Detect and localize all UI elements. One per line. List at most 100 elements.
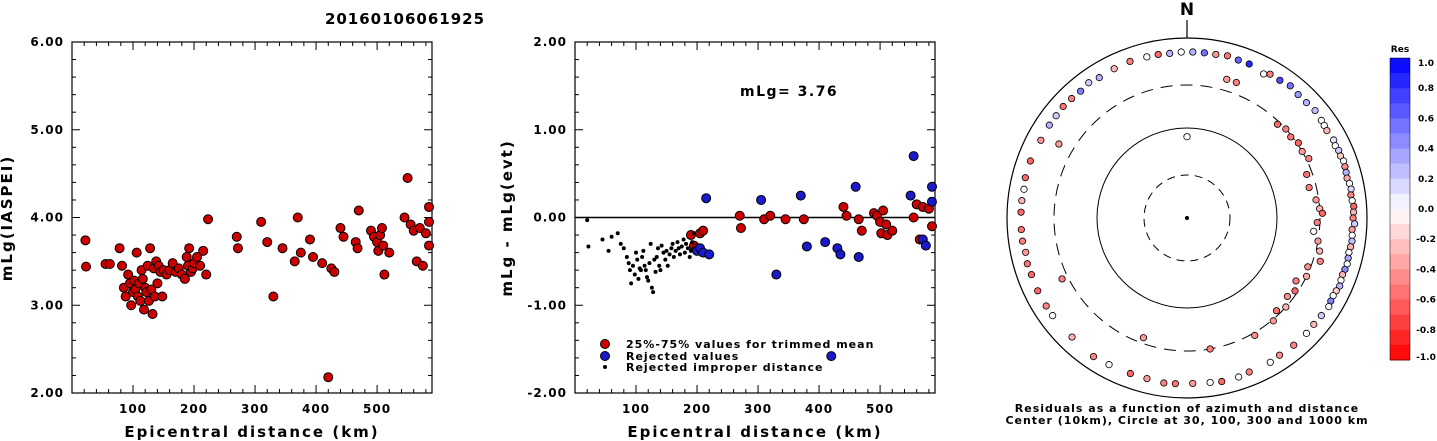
x-tick-label: 200	[683, 402, 711, 416]
data-point	[379, 269, 390, 280]
data-point	[734, 210, 745, 221]
colorbar-cell	[1390, 299, 1410, 316]
residual-point	[1312, 196, 1320, 204]
legend-label-rejected: Rejected values	[626, 350, 739, 363]
data-point	[417, 260, 428, 271]
data-point	[323, 372, 334, 383]
panel-azimuth-residuals: N Residuals as a function of azimuth and…	[1005, 0, 1368, 427]
colorbar-cell	[1390, 178, 1410, 195]
residual-point	[1085, 79, 1093, 87]
residual-point	[1052, 112, 1060, 120]
data-point	[621, 246, 626, 251]
x-tick-label: 200	[180, 402, 208, 416]
data-point	[657, 263, 662, 268]
colorbar-cell	[1390, 103, 1410, 119]
data-point	[352, 243, 363, 254]
data-point	[424, 240, 434, 251]
data-point	[642, 263, 647, 268]
data-point	[104, 259, 115, 270]
data-point	[687, 254, 692, 259]
data-point	[647, 261, 652, 266]
data-point	[645, 275, 649, 280]
data-point	[661, 250, 666, 255]
residual-point	[1337, 276, 1345, 284]
residual-point	[1350, 202, 1358, 210]
residual-point	[1189, 379, 1197, 388]
colorbar-cell	[1390, 344, 1410, 361]
panel-magnitude-vs-distance: Epicentral distance (km) mLg(IASPEI) 100…	[0, 35, 434, 441]
y-tick-label: 6.00	[30, 35, 64, 49]
data-point	[618, 241, 623, 246]
residual-point	[1282, 125, 1290, 133]
data-point	[424, 201, 434, 212]
data-point	[701, 193, 712, 204]
data-point	[780, 214, 791, 225]
residual-point	[1260, 70, 1268, 78]
colorbar-frame	[1389, 57, 1411, 361]
data-point	[908, 212, 919, 223]
data-point	[798, 214, 809, 225]
data-point	[659, 243, 664, 248]
data-point	[638, 268, 643, 273]
data-point	[292, 212, 303, 223]
residual-point	[1021, 174, 1029, 182]
data-point	[152, 278, 163, 289]
data-point	[795, 190, 806, 201]
y-tick-label: -1.00	[527, 298, 567, 312]
data-point	[629, 281, 634, 286]
legend-marker-improper	[603, 365, 607, 369]
residual-point	[1045, 121, 1053, 129]
residual-point	[1143, 374, 1151, 383]
colorbar-cell	[1390, 73, 1410, 89]
x-tick-label: 400	[302, 402, 330, 416]
residual-point	[1304, 263, 1312, 271]
residual-point	[1206, 378, 1214, 387]
x-tick-label: 400	[805, 402, 833, 416]
data-point	[654, 254, 659, 259]
residual-point	[1275, 351, 1284, 359]
colorbar-cell	[1390, 254, 1410, 270]
residual-point	[1316, 247, 1324, 255]
data-point	[653, 269, 658, 274]
data-point	[384, 247, 395, 258]
data-point	[600, 237, 605, 242]
y-tick-label: 1.00	[533, 123, 567, 137]
x-tick-label: 100	[119, 402, 147, 416]
data-point	[131, 247, 142, 258]
data-point	[878, 205, 889, 216]
data-point	[195, 260, 206, 271]
data-point	[192, 251, 203, 262]
data-point	[376, 223, 387, 234]
data-point	[688, 248, 693, 253]
colorbar-cell	[1390, 133, 1410, 150]
legend-marker-rejected	[600, 351, 610, 361]
colorbar-cell	[1390, 193, 1410, 210]
data-point	[853, 214, 864, 225]
residual-point	[1291, 287, 1299, 295]
residual-point	[1095, 74, 1103, 82]
data-point	[277, 243, 288, 254]
data-point	[137, 273, 148, 284]
data-point	[420, 228, 431, 239]
colorbar-tick-label: -0.8	[1416, 326, 1436, 336]
residual-point	[1042, 302, 1050, 310]
residual-point	[1077, 87, 1085, 95]
colorbar-cell	[1390, 88, 1410, 104]
residual-point	[1020, 185, 1028, 193]
legend-marker-accepted	[600, 339, 610, 349]
colorbar: Res 1.0 0.8 0.6 0.4 0.2 0.0 -0.2 -0.4 -0.6 -0.8 -1…	[1389, 45, 1436, 363]
colorbar-tick-label: 0.6	[1418, 114, 1434, 124]
data-point	[624, 254, 629, 259]
data-point	[771, 269, 782, 280]
residual-point	[1302, 272, 1311, 280]
data-point	[756, 194, 767, 205]
residual-point	[1189, 48, 1197, 56]
residual-point	[1143, 53, 1151, 61]
data-point	[81, 261, 92, 272]
data-point	[145, 243, 156, 254]
caption-line-1: Residuals as a function of azimuth and d…	[1015, 402, 1359, 415]
data-point	[887, 225, 898, 236]
data-point	[262, 237, 273, 248]
residual-point	[1126, 57, 1134, 66]
x-axis-label: Epicentral distance (km)	[124, 423, 379, 441]
